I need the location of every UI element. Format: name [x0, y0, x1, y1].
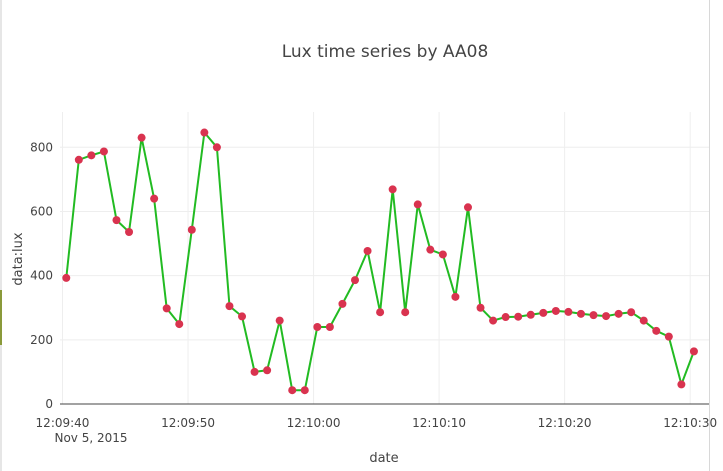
data-point[interactable]: [426, 245, 435, 254]
data-point[interactable]: [576, 309, 585, 318]
data-point[interactable]: [200, 128, 209, 137]
data-point[interactable]: [275, 316, 284, 325]
data-point[interactable]: [639, 316, 648, 325]
data-point[interactable]: [137, 133, 146, 142]
data-point[interactable]: [112, 216, 121, 225]
data-point[interactable]: [689, 347, 698, 356]
y-tick-label: 200: [30, 333, 53, 347]
data-point[interactable]: [150, 194, 159, 203]
data-point[interactable]: [250, 367, 259, 376]
data-point[interactable]: [376, 308, 385, 317]
data-point[interactable]: [602, 312, 611, 321]
left-edge-accent: [0, 290, 2, 345]
y-tick-label: 800: [30, 140, 53, 154]
x-tick-label: 12:10:10: [412, 416, 466, 430]
x-tick-label: 12:09:40: [36, 416, 90, 430]
data-point[interactable]: [551, 306, 560, 315]
x-tick-label: 12:10:20: [538, 416, 592, 430]
data-point[interactable]: [677, 380, 686, 389]
data-point[interactable]: [325, 322, 334, 331]
data-point[interactable]: [99, 147, 108, 156]
x-tick-label: 12:09:50: [161, 416, 215, 430]
data-point[interactable]: [614, 309, 623, 318]
x-tick-label: 12:10:00: [287, 416, 341, 430]
vertical-gridlines: [62, 112, 691, 404]
left-edge-strip: [0, 0, 2, 471]
data-point[interactable]: [125, 228, 134, 237]
data-point[interactable]: [288, 386, 297, 395]
data-point[interactable]: [62, 273, 71, 282]
x-tick-label: 12:10:30: [663, 416, 717, 430]
data-point[interactable]: [664, 332, 673, 341]
data-point[interactable]: [187, 225, 196, 234]
data-point[interactable]: [87, 151, 96, 160]
data-point[interactable]: [162, 304, 171, 313]
data-point[interactable]: [74, 155, 83, 164]
y-tick-label: 0: [45, 397, 53, 411]
x-axis-title: date: [369, 451, 398, 466]
data-point[interactable]: [501, 313, 510, 322]
chart-title: Lux time series by AA08: [281, 42, 489, 62]
data-point[interactable]: [225, 302, 234, 311]
data-point[interactable]: [589, 311, 598, 320]
data-point[interactable]: [413, 200, 422, 209]
x-tick-labels: 12:09:40 12:09:50 12:10:00 12:10:10 12:10:20…: [36, 416, 718, 430]
y-tick-label: 600: [30, 204, 53, 218]
data-point[interactable]: [338, 299, 347, 308]
data-point[interactable]: [363, 246, 372, 255]
data-point[interactable]: [526, 310, 535, 319]
series-lux: [60, 128, 709, 405]
data-point[interactable]: [212, 143, 221, 152]
y-tick-label: 400: [30, 269, 53, 283]
data-point[interactable]: [401, 308, 410, 317]
data-point[interactable]: [476, 303, 485, 312]
data-point[interactable]: [300, 386, 309, 395]
data-point[interactable]: [263, 366, 272, 375]
data-point[interactable]: [564, 307, 573, 316]
y-tick-labels: 0 200 400 600 800: [30, 140, 53, 411]
data-point[interactable]: [175, 320, 184, 329]
horizontal-gridlines: [60, 146, 709, 341]
right-edge-divider: [709, 0, 710, 471]
data-point[interactable]: [388, 185, 397, 194]
data-point[interactable]: [627, 308, 636, 317]
data-point[interactable]: [489, 316, 498, 325]
series-line: [65, 131, 695, 392]
data-point[interactable]: [351, 276, 359, 285]
data-point[interactable]: [539, 308, 548, 317]
y-axis-title: data:lux: [11, 232, 26, 286]
data-point[interactable]: [313, 322, 322, 331]
x-date-label: Nov 5, 2015: [54, 431, 127, 445]
data-point[interactable]: [652, 326, 661, 335]
data-point[interactable]: [238, 312, 247, 321]
data-point[interactable]: [463, 203, 472, 212]
data-point[interactable]: [451, 292, 460, 301]
data-point[interactable]: [438, 250, 447, 259]
data-point[interactable]: [514, 312, 523, 321]
